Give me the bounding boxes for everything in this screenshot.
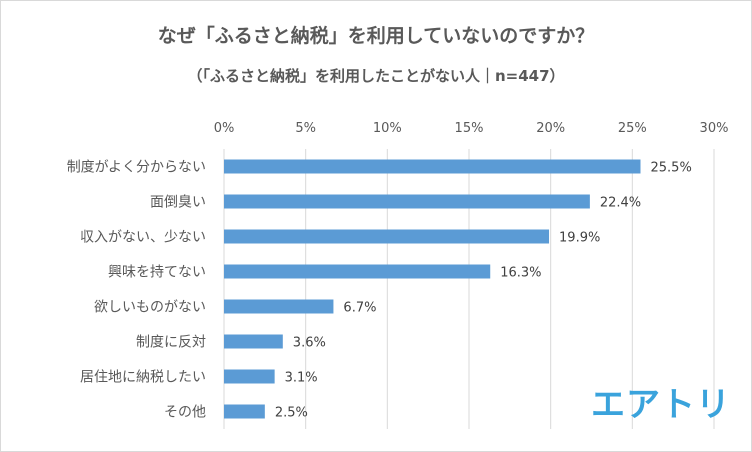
data-label: 3.1%	[285, 371, 318, 386]
category-label: 制度がよく分からない	[67, 160, 206, 176]
data-label: 25.5%	[651, 161, 692, 176]
chart-title: なぜ「ふるさと納税」を利用していないのですか？	[157, 25, 595, 47]
bar	[224, 404, 265, 419]
category-label: 欲しいものがない	[94, 300, 206, 316]
x-tick-label: 20%	[536, 121, 565, 136]
bar	[224, 334, 283, 349]
category-label: 収入がない、少ない	[80, 230, 206, 246]
bar	[224, 299, 334, 314]
data-label: 2.5%	[275, 406, 308, 421]
category-label: その他	[164, 405, 206, 421]
x-tick-label: 25%	[618, 121, 647, 136]
category-label: 制度に反対	[136, 335, 206, 351]
x-tick-label: 0%	[214, 121, 235, 136]
data-label: 19.9%	[559, 231, 600, 246]
bar	[224, 264, 491, 279]
bar	[224, 229, 550, 244]
data-label: 3.6%	[293, 336, 326, 351]
x-tick-label: 5%	[295, 121, 316, 136]
category-label: 興味を持てない	[108, 265, 206, 281]
bar	[224, 194, 590, 209]
x-tick-label: 10%	[373, 121, 402, 136]
bar	[224, 369, 275, 384]
x-tick-label: 30%	[700, 121, 729, 136]
category-label: 面倒臭い	[150, 195, 206, 211]
x-tick-label: 15%	[455, 121, 484, 136]
data-label: 6.7%	[343, 301, 376, 316]
data-label: 22.4%	[600, 196, 641, 211]
bar	[224, 159, 641, 174]
airtrip-logo: エアトリ	[591, 385, 731, 425]
chart-subtitle: （「ふるさと納税」を利用したことがない人｜n=447）	[187, 67, 565, 85]
category-label: 居住地に納税したい	[80, 370, 206, 386]
data-label: 16.3%	[500, 266, 541, 281]
